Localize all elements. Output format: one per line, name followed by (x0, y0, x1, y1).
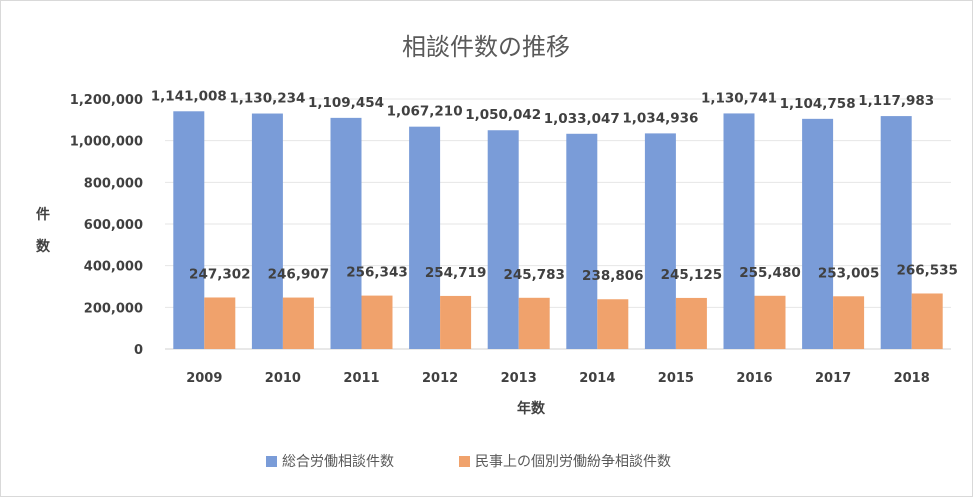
legend-swatch-total (266, 456, 277, 467)
y-axis-title-char-1: 件 (36, 206, 50, 223)
bar-civil-2011 (361, 295, 393, 349)
y-tick-label: 200,000 (84, 301, 143, 316)
data-labels: 1,141,008 247,302 1,130,234 246,907 1,109,45… (151, 88, 958, 284)
data-label: 1,050,042 (465, 107, 541, 123)
y-tick-label: 1,000,000 (70, 135, 143, 150)
x-tick-label: 2015 (658, 371, 694, 386)
bar-civil-2016 (754, 295, 786, 349)
data-label: 245,125 (661, 267, 723, 283)
bar-total-2015 (644, 133, 676, 349)
bar-civil-2013 (518, 297, 550, 349)
data-label: 247,302 (189, 266, 251, 282)
bar-total-2016 (723, 113, 755, 349)
bar-civil-2009 (204, 297, 236, 349)
data-label: 245,783 (503, 267, 565, 283)
y-axis-title-char-2: 数 (36, 238, 51, 255)
legend: 総合労働相談件数 民事上の個別労働紛争相談件数 (266, 454, 671, 470)
data-label: 1,033,047 (544, 111, 620, 127)
y-tick-label: 600,000 (84, 218, 143, 233)
legend-swatch-civil (459, 456, 470, 467)
bar-total-2012 (409, 126, 441, 349)
data-label: 1,130,741 (701, 90, 777, 106)
y-tick-label: 0 (134, 343, 143, 358)
data-label: 1,117,983 (858, 93, 934, 109)
data-label: 1,141,008 (151, 88, 227, 104)
chart-title: 相談件数の推移 (402, 33, 570, 61)
bar-total-2014 (566, 133, 598, 349)
y-tick-label: 400,000 (84, 260, 143, 275)
x-tick-label: 2013 (501, 371, 537, 386)
data-label: 246,907 (268, 267, 330, 283)
bar-civil-2015 (675, 297, 707, 349)
data-label: 1,109,454 (308, 95, 384, 111)
data-label: 254,719 (425, 265, 487, 281)
bar-total-2017 (802, 118, 834, 349)
x-axis-title: 年数 (517, 400, 546, 417)
y-tick-label: 800,000 (84, 176, 143, 191)
bar-civil-2012 (440, 295, 472, 349)
x-tick-label: 2014 (579, 371, 615, 386)
y-tick-label: 1,200,000 (70, 93, 143, 108)
bar-civil-2014 (597, 299, 629, 349)
x-tick-label: 2010 (265, 371, 301, 386)
y-axis-ticks: 0 200,000 400,000 600,000 800,000 1,000,000 1,… (70, 93, 143, 358)
bars (173, 111, 943, 350)
data-label: 1,104,758 (780, 96, 856, 112)
data-label: 255,480 (739, 265, 801, 281)
data-label: 1,130,234 (229, 91, 305, 107)
x-tick-label: 2018 (894, 371, 930, 386)
bar-total-2009 (173, 111, 205, 349)
x-axis-ticks: 2009 2010 2011 2012 2013 2014 2015 2016 2017 2018 (186, 371, 930, 386)
legend-label-total: 総合労働相談件数 (282, 454, 394, 470)
x-tick-label: 2009 (186, 371, 222, 386)
data-label: 253,005 (818, 265, 880, 281)
data-label: 238,806 (582, 268, 644, 284)
x-tick-label: 2016 (736, 371, 772, 386)
data-label: 256,343 (346, 265, 408, 281)
bar-total-2013 (487, 130, 519, 349)
bar-civil-2017 (833, 296, 865, 349)
bar-total-2010 (251, 113, 283, 350)
bar-total-2018 (880, 116, 912, 349)
x-tick-label: 2012 (422, 371, 458, 386)
bar-civil-2018 (911, 293, 943, 349)
x-tick-label: 2017 (815, 371, 851, 386)
x-tick-label: 2011 (343, 371, 379, 386)
data-label: 266,535 (896, 262, 958, 278)
bar-civil-2010 (282, 297, 314, 349)
legend-label-civil: 民事上の個別労働紛争相談件数 (475, 454, 671, 470)
y-axis-title: 件 数 (36, 206, 51, 255)
data-label: 1,034,936 (622, 110, 698, 126)
bar-total-2011 (330, 117, 362, 350)
data-label: 1,067,210 (387, 104, 463, 120)
